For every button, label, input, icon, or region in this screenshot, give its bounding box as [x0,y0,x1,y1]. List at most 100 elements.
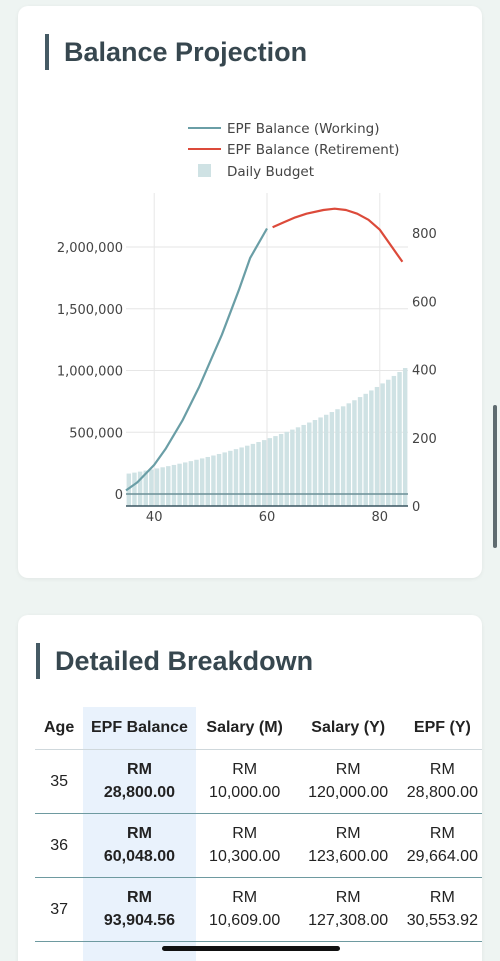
daily-budget-bar [194,459,199,506]
daily-budget-bar [369,390,374,506]
daily-budget-bar [357,397,363,506]
chart-card-title: Balance Projection [45,34,307,70]
table-card-title: Detailed Breakdown [36,643,313,679]
cell-age: 37 [35,877,84,942]
cell-value: 10,000.00 [209,784,281,801]
daily-budget-bar [295,427,301,506]
cell-salary-yearly: RM 127,308.00 [293,877,403,942]
page-scrollbar[interactable] [493,405,497,548]
cell-epf-balance: RM 93,904.56 [83,877,196,942]
balance-projection-chart[interactable]: 0 500,000 1,000,000 1,500,000 2,000,000 0 200 4… [18,6,482,578]
daily-budget-bar [132,472,137,506]
daily-budget-bar [340,406,346,506]
header-age[interactable]: Age [35,707,84,750]
daily-budget-bar [188,461,194,506]
daily-budget-bar [233,449,239,506]
cell-value: 93,904.56 [103,912,176,929]
daily-budget-bar [363,393,368,506]
daily-budget-bar [166,466,171,506]
daily-budget-bar [250,443,256,506]
daily-budget-bar [273,436,278,506]
cell-epf-yearly: RM 30,553.92 [402,877,482,942]
daily-budget-bar [391,375,397,506]
cell-value: 123,600.00 [308,848,389,865]
daily-budget-bar [380,383,385,506]
legend-budget-swatch [198,164,211,177]
daily-budget-bar [352,400,357,506]
table-row[interactable]: RMRMRMRM [35,941,482,961]
table-row[interactable]: 37 RM 93,904.56 RM 10,609.00 RM 127,308.00 RM 30… [35,877,482,942]
cell-age: 36 [35,813,84,878]
header-salary-yearly[interactable]: Salary (Y) [293,707,403,750]
daily-budget-bar [211,455,216,506]
daily-budget-bar [205,456,210,506]
table-header-row: Age EPF Balance Salary (M) Salary (Y) EP… [35,707,482,750]
detailed-breakdown-card: Detailed Breakdown Age EPF Balance Salar… [18,615,482,961]
cell-salary-monthly: RM [195,941,294,961]
daily-budget-bar [329,412,335,506]
daily-budget-bar [290,429,295,506]
cell-salary-yearly: RM 120,000.00 [293,749,403,814]
cell-salary-monthly: RM 10,300.00 [195,813,294,878]
y-right-tick-label: 800 [412,227,437,242]
breakdown-table[interactable]: Age EPF Balance Salary (M) Salary (Y) EP… [35,707,482,961]
daily-budget-bar [160,467,165,506]
y-right-tick-label: 400 [412,364,437,379]
currency-label: RM [335,889,361,906]
cell-value: 28,800.00 [103,784,176,801]
y-left-tick-label: 500,000 [69,426,123,441]
retirement-balance-line [272,207,404,263]
daily-budget-bar [374,386,380,506]
cell-age [35,941,84,961]
daily-budget-bar [245,445,250,506]
cell-epf-yearly: RM [402,941,482,961]
y-left-tick-label: 1,500,000 [57,303,123,318]
currency-label: RM [335,761,361,778]
cell-value: 29,664.00 [406,848,478,865]
working-balance-line [125,227,268,492]
daily-budget-bar [126,473,132,506]
currency-label: RM [232,825,258,842]
cell-value: 127,308.00 [308,912,389,929]
header-salary-monthly[interactable]: Salary (M) [195,707,294,750]
cell-value: 35 [50,772,69,790]
cell-epf-balance: RM 28,800.00 [83,749,196,814]
legend-working-label: EPF Balance (Working) [227,121,379,137]
y-left-tick-label: 1,000,000 [57,365,123,380]
header-epf-balance[interactable]: EPF Balance [83,707,196,750]
cell-salary-yearly: RM 123,600.00 [293,813,403,878]
daily-budget-bar [216,453,222,506]
cell-epf-balance: RM [83,941,196,961]
currency-label: RM [232,889,258,906]
header-epf-yearly[interactable]: EPF (Y) [402,707,482,750]
daily-budget-bar [137,471,143,506]
cell-value: 28,800.00 [406,784,478,801]
y-right-tick-label: 0 [412,500,420,515]
cell-epf-yearly: RM 28,800.00 [402,749,482,814]
cell-value: 10,609.00 [209,912,281,929]
x-tick-label: 60 [259,510,276,525]
daily-budget-bar [261,440,267,506]
x-tick-label: 80 [372,510,389,525]
home-indicator[interactable] [162,946,340,951]
daily-budget-bar [307,422,312,506]
daily-budget-bar [149,469,154,506]
table-row[interactable]: 36 RM 60,048.00 RM 10,300.00 RM 123,600.00 RM 29… [35,813,482,878]
cell-salary-monthly: RM 10,000.00 [195,749,294,814]
daily-budget-bar [335,409,340,506]
daily-budget-bar [312,420,318,506]
daily-budget-bar [171,464,177,506]
legend-retirement-label: EPF Balance (Retirement) [227,142,399,158]
daily-budget-bar [177,463,182,506]
daily-budget-bar [324,414,329,506]
daily-budget-bar [183,462,188,506]
daily-budget-bar [346,403,351,506]
daily-budget-bar [154,468,160,506]
table-row[interactable]: 35 RM 28,800.00 RM 10,000.00 RM 120,000.00 RM 28… [35,749,482,814]
currency-label: RM [429,761,455,778]
y-right-tick-label: 200 [412,432,437,447]
cell-value: 10,300.00 [209,848,281,865]
y-left-tick-label: 2,000,000 [57,241,123,256]
cell-value: 60,048.00 [103,848,176,865]
currency-label: RM [127,889,152,906]
